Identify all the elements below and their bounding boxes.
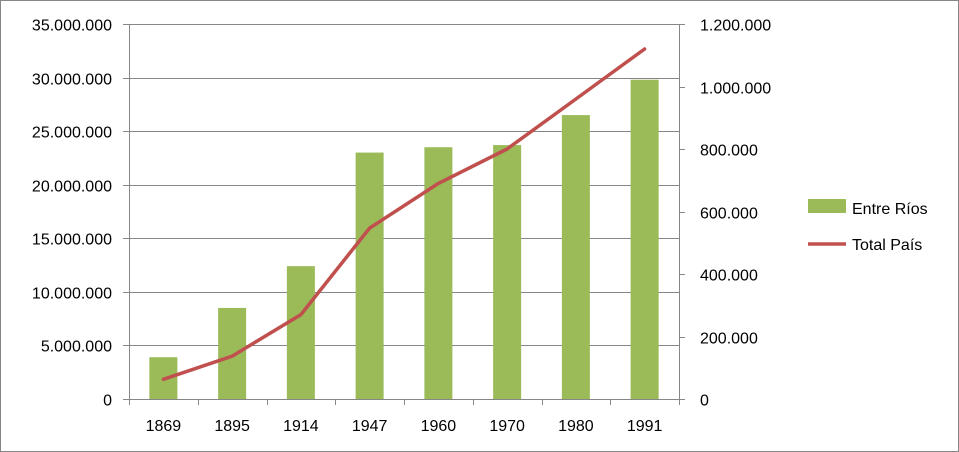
bar: [218, 307, 247, 399]
x-tick-label: 1947: [352, 418, 388, 435]
legend-label-bar: Entre Ríos: [852, 201, 928, 218]
bar-series-entre-rios: [149, 79, 659, 400]
line-series-total-pais: [161, 47, 647, 382]
bar: [561, 115, 590, 400]
x-tick-label: 1991: [627, 418, 663, 435]
y-right-tick-label: 1.000.000: [700, 81, 771, 98]
x-tick-label: 1980: [558, 418, 594, 435]
x-tick-label: 1970: [489, 418, 525, 435]
y-right-tick-label: 600.000: [700, 206, 758, 223]
x-tick-label: 1895: [214, 418, 250, 435]
x-tick-label: 1960: [421, 418, 457, 435]
y-right-tick-label: 200.000: [700, 331, 758, 348]
y-right-tick-label: 800.000: [700, 143, 758, 160]
bar: [355, 152, 384, 399]
y-left-tick-label: 0: [103, 393, 112, 410]
y-right-tick-label: 0: [700, 393, 709, 410]
bar: [286, 266, 315, 399]
y-axis-left-labels: 0 5.000.000 10.000.000 15.000.000 20.000.000…: [32, 18, 112, 410]
y-left-tick-label: 35.000.000: [32, 18, 112, 35]
legend: Entre Ríos Total País: [808, 199, 928, 254]
x-axis-labels: 1869 1895 1914 1947 1960 1970 1980 1991: [146, 418, 663, 435]
y-left-tick-label: 15.000.000: [32, 232, 112, 249]
y-left-tick-label: 25.000.000: [32, 125, 112, 142]
y-left-tick-label: 10.000.000: [32, 286, 112, 303]
gridlines: [129, 24, 679, 346]
y-left-tick-label: 5.000.000: [41, 339, 112, 356]
x-tick-label: 1914: [283, 418, 319, 435]
y-left-tick-label: 20.000.000: [32, 179, 112, 196]
y-left-tick-label: 30.000.000: [32, 72, 112, 89]
series-line: [161, 47, 647, 382]
axes: [123, 24, 685, 405]
legend-swatch-bar: [808, 199, 846, 213]
y-right-tick-label: 1.200.000: [700, 18, 771, 35]
legend-label-line: Total País: [852, 237, 922, 254]
x-tick-label: 1869: [146, 418, 182, 435]
bar: [630, 79, 659, 399]
bar: [493, 145, 522, 399]
y-right-tick-label: 400.000: [700, 268, 758, 285]
y-axis-right-labels: 0 200.000 400.000 600.000 800.000 1.000.000 1.…: [700, 18, 771, 410]
